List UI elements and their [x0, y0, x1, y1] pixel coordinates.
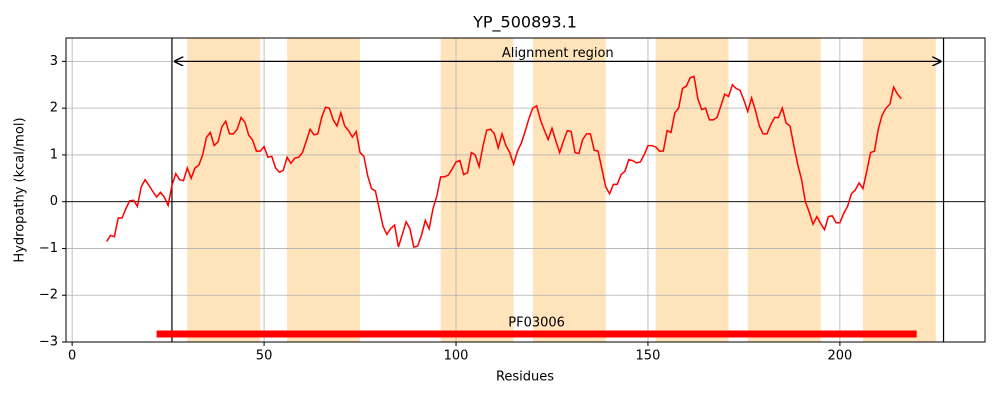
region — [747, 38, 821, 342]
x-tick-label: 0 — [68, 349, 76, 364]
x-tick-label: 200 — [827, 349, 852, 364]
y-tick-label: 1 — [50, 147, 58, 162]
y-tick-label: −3 — [39, 335, 58, 350]
region — [862, 38, 936, 342]
chart-title: YP_500893.1 — [472, 13, 577, 33]
x-tick-label: 150 — [636, 349, 661, 364]
region — [532, 38, 606, 342]
plot-frame — [65, 37, 986, 343]
region — [187, 38, 261, 342]
region — [287, 38, 361, 342]
x-tick-label: 100 — [444, 349, 469, 364]
y-tick-label: −2 — [39, 288, 58, 303]
y-tick-label: 0 — [50, 194, 58, 209]
y-tick-label: 2 — [50, 101, 58, 116]
region — [655, 38, 729, 342]
y-axis-label: Hydropathy (kcal/mol) — [13, 117, 28, 262]
domain-label: PF03006 — [508, 316, 565, 331]
region — [440, 38, 514, 342]
y-tick-label: 3 — [50, 54, 58, 69]
annotation-label: Alignment region — [502, 46, 614, 61]
hydropathy-line — [106, 75, 902, 248]
y-tick-label: −1 — [39, 241, 58, 256]
x-axis-label: Residues — [496, 370, 554, 385]
x-tick-label: 50 — [256, 349, 273, 364]
